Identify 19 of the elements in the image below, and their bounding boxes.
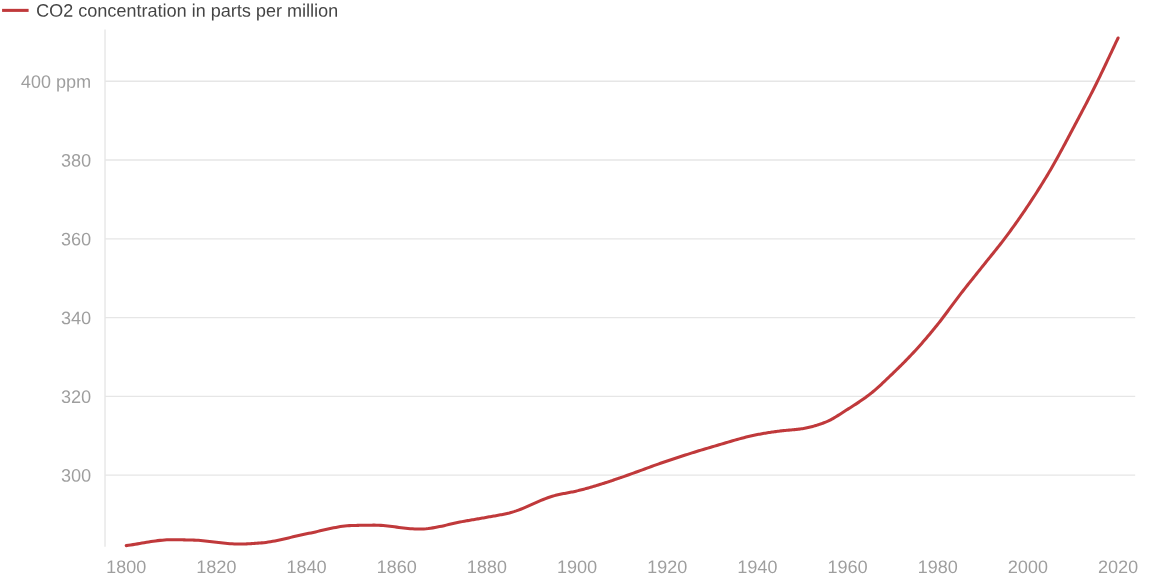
y-tick-label: 300	[61, 469, 91, 482]
x-tick-label: 1820	[197, 560, 236, 574]
y-tick-label: 400 ppm	[21, 75, 90, 92]
x-tick-label: 1900	[558, 560, 597, 574]
x-tick-label: 1960	[828, 560, 867, 574]
x-tick-label: 1980	[919, 560, 958, 574]
y-tick-label: 380	[61, 154, 91, 167]
y-tick-label: 320	[61, 390, 91, 404]
x-tick-label: 2020	[1098, 560, 1138, 574]
x-tick-label: 2000	[1008, 560, 1048, 574]
x-tick-label: 1860	[378, 560, 417, 574]
x-tick-label: 1800	[107, 560, 146, 574]
legend-label: CO2 concentration in parts per million	[37, 3, 338, 21]
x-tick-label: 1940	[738, 560, 777, 574]
x-tick-label: 1920	[648, 560, 687, 574]
x-tick-label: 1840	[287, 560, 326, 574]
y-tick-label: 340	[61, 311, 91, 325]
x-tick-label: 1880	[468, 560, 507, 574]
y-tick-label: 360	[61, 232, 91, 246]
